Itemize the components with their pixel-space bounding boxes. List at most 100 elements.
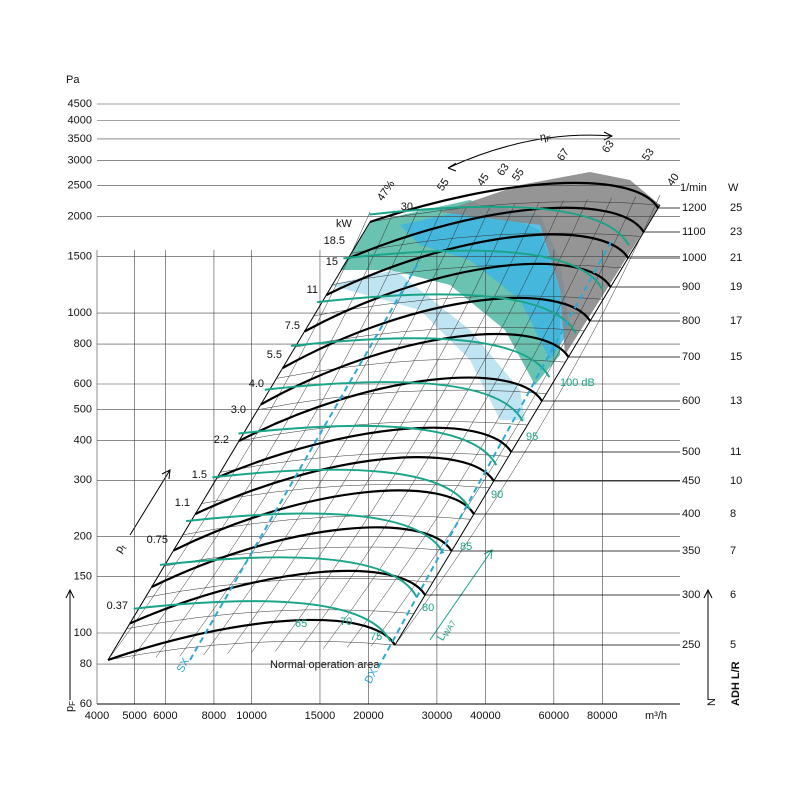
- efficiency-curve: [159, 556, 418, 598]
- sound-label: 100 dB: [560, 377, 595, 389]
- speed-label: 300: [682, 589, 700, 601]
- y-tick-label: 60: [80, 698, 92, 710]
- motor-label: 19: [730, 281, 742, 293]
- power-label: 18.5: [324, 235, 345, 247]
- speed-curve: [303, 262, 612, 333]
- efficiency-curve: [212, 468, 471, 510]
- x-tick-label: 60000: [539, 710, 570, 722]
- sound-label: 65: [295, 618, 307, 630]
- speed-curve: [325, 233, 630, 296]
- motor-label: 5: [730, 639, 736, 651]
- efficiency-curve: [186, 512, 445, 554]
- pt-symbol: pt: [113, 541, 129, 556]
- eta-arrow: [447, 131, 614, 172]
- sound-label: 80: [422, 602, 434, 614]
- motor-label: 11: [730, 446, 741, 458]
- power-label: 30: [401, 201, 413, 213]
- fan-grid-arc: [257, 389, 547, 410]
- speed-label: 1200: [682, 202, 706, 214]
- speed-label: 800: [682, 315, 700, 327]
- fan-grid-arc: [220, 452, 509, 473]
- fan-grid-arc: [332, 264, 623, 285]
- speed-curve: [369, 181, 660, 224]
- sound-label: 85: [460, 541, 472, 553]
- efficiency-curve: [290, 337, 551, 378]
- y-tick-label: 300: [74, 474, 92, 486]
- eta: η: [539, 131, 547, 144]
- side-n: N: [706, 698, 718, 706]
- efficiency-curve: [343, 249, 604, 290]
- y-tick-label: 1500: [68, 251, 92, 263]
- fan-grid-arc: [238, 421, 528, 442]
- power-label: 15: [326, 256, 338, 268]
- fan-grid-arc: [107, 640, 396, 661]
- fan-grid-arc: [107, 211, 371, 661]
- sx-line: [189, 259, 421, 661]
- fan-grid-arc: [323, 199, 588, 649]
- y-tick-label: 3000: [68, 154, 92, 166]
- pt-sub: t: [120, 543, 129, 550]
- y-tick-label: 3500: [68, 133, 92, 145]
- motor-unit: W: [728, 182, 739, 194]
- y-tick-label: 200: [74, 531, 92, 543]
- motor-label: 8: [730, 508, 736, 520]
- fan-grid-arc: [351, 232, 642, 254]
- speed-curve: [107, 618, 396, 662]
- pt-p: p: [113, 544, 126, 556]
- speed-label: 1000: [682, 252, 706, 264]
- x-tick-label: 5000: [122, 710, 146, 722]
- motor-label: 7: [730, 545, 736, 557]
- sound-label: 90: [491, 489, 503, 501]
- x-tick-label: 30000: [422, 710, 453, 722]
- y-tick-label: 800: [74, 338, 92, 350]
- area-label: Normal operation area: [270, 659, 380, 671]
- gray-area: [440, 172, 660, 355]
- motor-label: 6: [730, 589, 736, 601]
- y-tick-label: 4000: [68, 114, 92, 126]
- y-tick-label: 400: [74, 434, 92, 446]
- power-label: 1.1: [175, 497, 190, 509]
- speed-curve: [173, 489, 475, 552]
- pt-arrow: [129, 469, 171, 536]
- speed-curve: [151, 526, 453, 588]
- y-axis-unit: Pa: [66, 74, 80, 86]
- power-label: 3.0: [231, 404, 246, 416]
- pf-p: p: [64, 706, 76, 712]
- n-arrow: [703, 588, 713, 700]
- sound-label: 75: [370, 631, 382, 643]
- lwa-l: L: [435, 632, 448, 643]
- efficiency-label: 53: [640, 146, 657, 163]
- efficiency-curve: [317, 293, 577, 334]
- speed-label: 1100: [682, 226, 706, 238]
- fan-grid-arc: [131, 210, 395, 659]
- fan-grid-arc: [295, 327, 585, 348]
- speed-label: 600: [682, 395, 700, 407]
- motor-label: 25: [730, 202, 742, 214]
- power-label: 0.37: [107, 600, 128, 612]
- speed-label: 350: [682, 545, 700, 557]
- motor-label: 13: [730, 395, 742, 407]
- speed-label: 250: [682, 639, 700, 651]
- efficiency-label: 40: [665, 171, 682, 188]
- pf-sub: F: [68, 701, 77, 706]
- efficiency-label: 45: [475, 171, 492, 188]
- y-tick-label: 4500: [68, 98, 92, 110]
- y-tick-label: 2500: [68, 180, 92, 192]
- fan-grid-arc: [276, 358, 566, 379]
- y-tick-label: 500: [74, 403, 92, 415]
- speed-curve: [194, 456, 495, 515]
- speed-curve: [216, 426, 513, 479]
- y-tick-label: 600: [74, 378, 92, 390]
- motor-label: 17: [730, 315, 742, 327]
- y-tick-label: 80: [80, 658, 92, 670]
- power-label: 0.75: [147, 534, 168, 546]
- speed-curve: [260, 332, 570, 406]
- efficiency-curve: [133, 600, 392, 642]
- blue-area: [400, 205, 570, 360]
- fan-grid-arc: [179, 207, 443, 657]
- fan-grid-arc: [126, 609, 414, 629]
- lwa-symbol: LWA7: [435, 616, 458, 643]
- pf-arrow: [65, 588, 75, 700]
- speed-unit: 1/min: [680, 182, 707, 194]
